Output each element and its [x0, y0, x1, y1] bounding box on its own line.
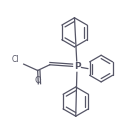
Text: P: P	[74, 62, 80, 71]
Text: O: O	[35, 76, 42, 85]
Text: Cl: Cl	[12, 55, 19, 64]
